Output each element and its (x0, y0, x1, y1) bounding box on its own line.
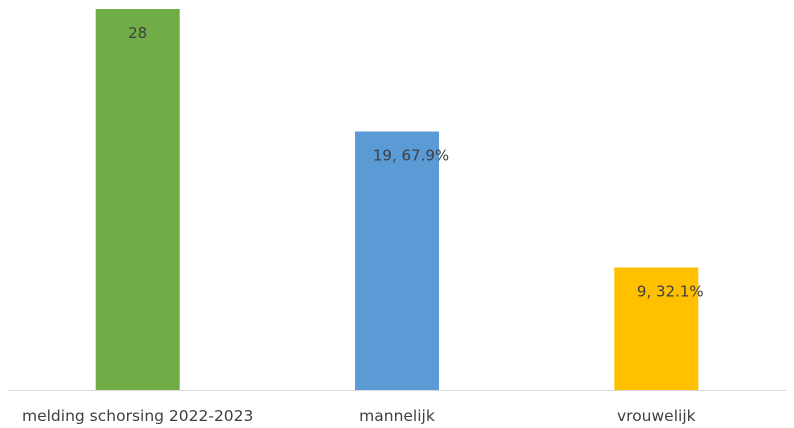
category-label-1: melding schorsing 2022-2023 (22, 407, 253, 425)
category-labels-layer: melding schorsing 2022-2023 mannelijk vrou… (22, 407, 696, 425)
bars-layer (95, 9, 699, 390)
bar-3 (614, 267, 699, 390)
bar-2 (355, 131, 439, 390)
data-label-3: 9, 32.1% (637, 283, 704, 301)
data-label-1: 28 (128, 24, 147, 42)
data-label-2: 19, 67.9% (373, 147, 449, 165)
category-label-2: mannelijk (359, 407, 435, 425)
category-label-3: vrouwelijk (617, 407, 696, 425)
data-labels-layer: 28 19, 67.9% 9, 32.1% (128, 24, 704, 301)
bar-1 (95, 9, 180, 390)
